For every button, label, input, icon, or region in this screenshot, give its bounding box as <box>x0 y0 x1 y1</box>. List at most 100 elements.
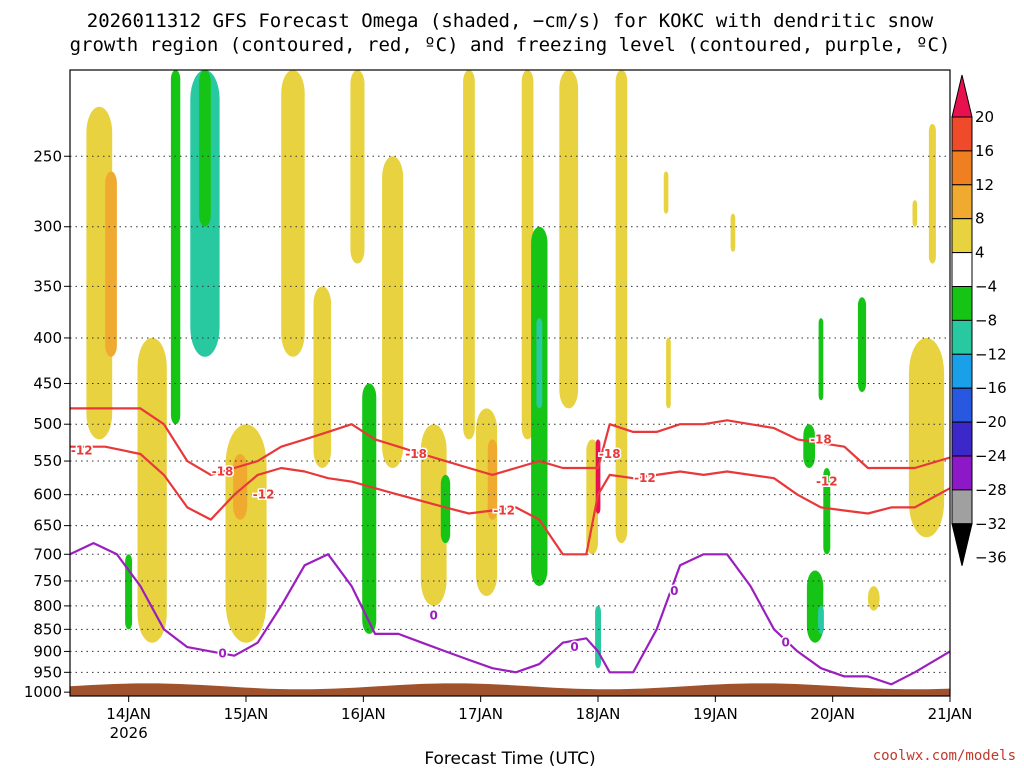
y-tick-label: 350 <box>33 277 62 295</box>
colorbar-segment <box>951 421 973 457</box>
y-tick-label: 750 <box>33 572 62 590</box>
omega-patch <box>559 70 579 409</box>
colorbar-label: 12 <box>975 176 994 194</box>
omega-patch <box>666 337 671 409</box>
omega-patch <box>199 70 211 227</box>
y-tick-label: 950 <box>33 663 62 681</box>
y-tick-label: 600 <box>33 486 62 504</box>
omega-patch <box>170 70 181 425</box>
contour-label: 0 <box>430 608 438 622</box>
y-tick-label: 300 <box>33 218 62 236</box>
contour-lines <box>69 407 951 686</box>
omega-patch <box>818 605 824 634</box>
contour-labels: -12 -18 -12 -18 -12 -18 -12 -18 -12 0 0 0 0 0 <box>69 431 839 662</box>
omega-patch <box>487 439 498 520</box>
title-line-1: 2026011312 GFS Forecast Omega (shaded, −… <box>87 10 934 32</box>
colorbar-segment <box>951 286 973 321</box>
omega-patch <box>730 213 736 252</box>
x-tick-label: 17JAN <box>458 705 503 723</box>
colorbar: 20 16 12 8 4 −4 −8 −12 −16 −20 −24 −28 −32 −36 <box>951 74 1007 567</box>
contour-label: -18 <box>810 432 832 446</box>
omega-patch <box>440 474 451 544</box>
colorbar-segment <box>951 353 973 389</box>
y-axis: 250 300 350 400 450 500 550 600 650 700 750 800 850 9… <box>24 147 70 701</box>
y-tick-label: 500 <box>33 415 62 433</box>
y-tick-label: 400 <box>33 329 62 347</box>
omega-patch <box>350 70 365 264</box>
omega-patch <box>818 318 824 401</box>
omega-patch <box>803 424 815 468</box>
dgz-bottom-contour <box>70 445 951 556</box>
colorbar-label: 16 <box>975 142 994 160</box>
omega-patch <box>908 337 945 538</box>
colorbar-label: 4 <box>975 244 985 262</box>
colorbar-label: −24 <box>975 447 1007 465</box>
x-tick-label: 14JAN <box>106 705 151 723</box>
colorbar-segment <box>951 319 973 355</box>
x-axis-title: Forecast Time (UTC) <box>424 749 595 768</box>
contour-label: -12 <box>634 471 656 485</box>
omega-patch <box>823 468 831 555</box>
omega-patch <box>281 70 305 357</box>
colorbar-top-arrow <box>951 74 973 118</box>
colorbar-label: 20 <box>975 108 994 126</box>
x-tick-label: 16JAN <box>341 705 386 723</box>
colorbar-bottom-arrow <box>951 523 973 566</box>
y-tick-label: 650 <box>33 517 62 535</box>
omega-patch <box>463 70 475 440</box>
credit-text: coolwx.com/models <box>873 748 1016 764</box>
colorbar-segment <box>951 489 973 525</box>
colorbar-label: −4 <box>975 278 997 296</box>
omega-shading <box>86 70 945 669</box>
colorbar-label: −12 <box>975 345 1007 363</box>
colorbar-label: −20 <box>975 413 1007 431</box>
x-tick-label: 21JAN <box>928 705 973 723</box>
contour-label: -12 <box>493 503 515 517</box>
x-tick-year: 2026 <box>110 724 148 742</box>
dgz-top-contour <box>70 407 951 476</box>
omega-patch <box>225 424 267 643</box>
colorbar-segment <box>951 150 973 186</box>
omega-patch <box>536 318 543 409</box>
colorbar-segment <box>951 218 973 254</box>
x-tick-label: 20JAN <box>810 705 855 723</box>
colorbar-label: −8 <box>975 311 997 329</box>
x-tick-label: 19JAN <box>693 705 738 723</box>
omega-patch <box>912 200 918 227</box>
y-tick-label: 1000 <box>24 683 62 701</box>
colorbar-label: 8 <box>975 210 985 228</box>
omega-patch <box>233 454 248 520</box>
colorbar-label: −36 <box>975 549 1007 567</box>
contour-label: -12 <box>71 443 93 457</box>
contour-label: -18 <box>599 447 621 461</box>
colorbar-label: −28 <box>975 481 1007 499</box>
omega-patch <box>928 124 936 264</box>
ground-terrain <box>70 683 950 696</box>
y-tick-label: 250 <box>33 147 62 165</box>
omega-patch <box>420 424 447 606</box>
contour-label: -18 <box>405 447 427 461</box>
omega-patch <box>615 70 628 544</box>
contour-label: -12 <box>816 475 838 489</box>
colorbar-segment <box>951 252 973 288</box>
y-tick-label: 700 <box>33 545 62 563</box>
omega-patch <box>867 586 880 611</box>
contour-label: -18 <box>212 464 234 478</box>
colorbar-segment <box>951 455 973 491</box>
colorbar-label: −32 <box>975 515 1007 533</box>
colorbar-segment <box>951 116 973 152</box>
omega-patch <box>362 383 377 634</box>
freezing-level-contour <box>69 542 951 686</box>
omega-patch <box>313 286 332 468</box>
y-tick-label: 450 <box>33 374 62 392</box>
colorbar-label: −16 <box>975 379 1007 397</box>
y-tick-label: 550 <box>33 452 62 470</box>
omega-patch <box>595 605 601 669</box>
colorbar-segment <box>951 184 973 220</box>
y-tick-label: 900 <box>33 642 62 660</box>
colorbar-segment <box>951 387 973 423</box>
omega-patch <box>382 156 404 469</box>
x-tick-label: 18JAN <box>576 705 621 723</box>
